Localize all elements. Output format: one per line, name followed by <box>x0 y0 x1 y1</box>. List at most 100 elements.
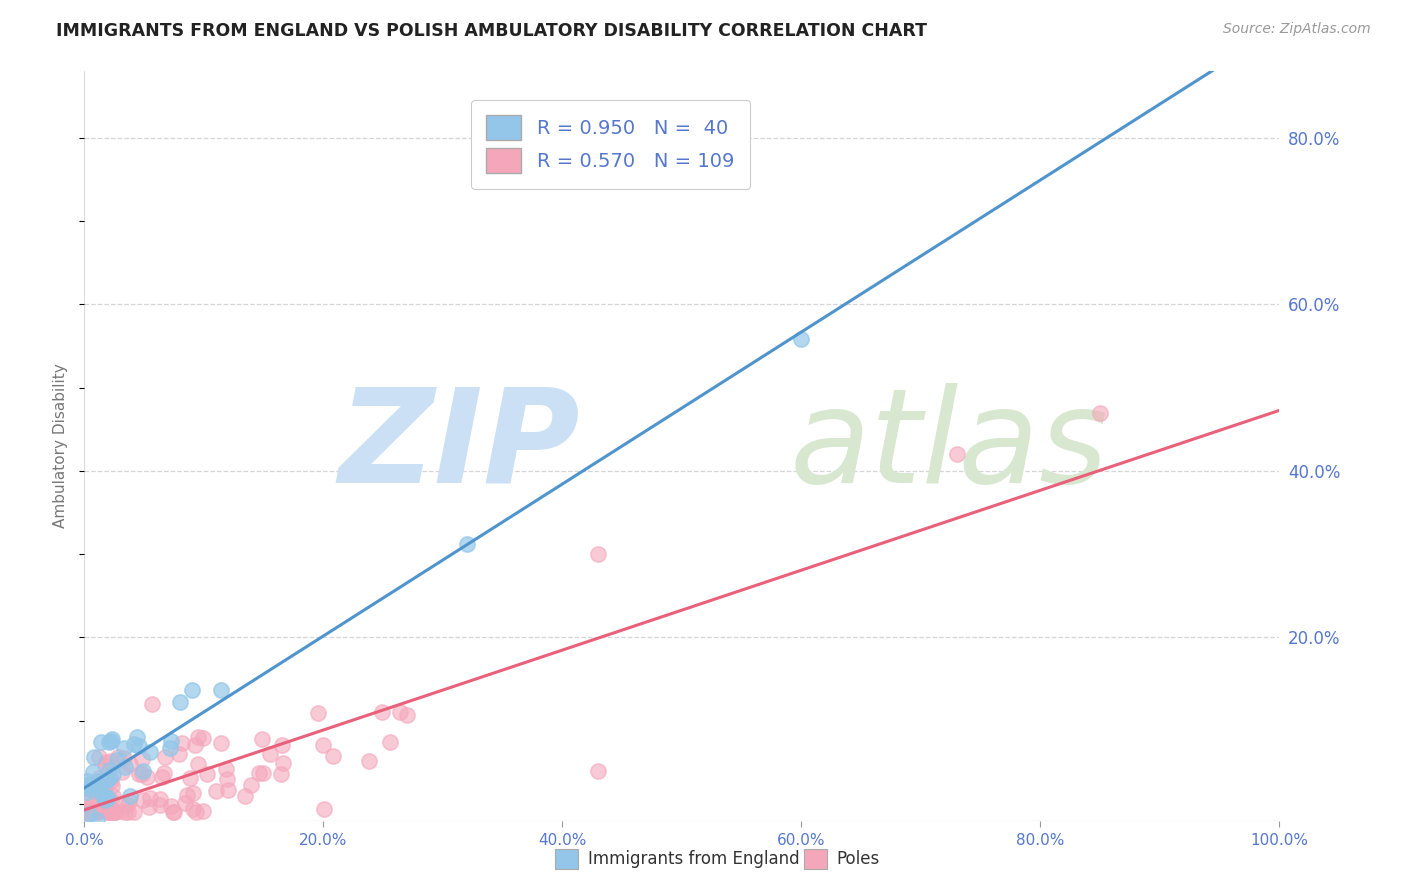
Text: Immigrants from England: Immigrants from England <box>588 850 800 868</box>
Point <box>259 747 281 761</box>
Point <box>153 749 176 764</box>
Point <box>110 804 132 818</box>
Point <box>87 797 110 812</box>
Point <box>138 800 160 814</box>
Point <box>152 765 174 780</box>
Point <box>193 804 215 818</box>
Point <box>101 779 124 793</box>
Point <box>93 758 115 772</box>
Point <box>172 736 194 750</box>
Point <box>97 802 120 816</box>
Point <box>150 770 173 784</box>
Point <box>135 770 157 784</box>
Point <box>94 772 117 786</box>
Point <box>252 766 274 780</box>
Point <box>187 756 209 771</box>
Point <box>128 739 150 753</box>
Point <box>209 683 232 698</box>
Point <box>149 798 172 813</box>
Text: ZIP: ZIP <box>339 383 581 509</box>
Point <box>159 734 181 748</box>
Point <box>233 789 256 803</box>
Point <box>98 771 121 785</box>
Point <box>183 786 205 800</box>
Point <box>101 767 124 781</box>
Point <box>98 755 121 769</box>
Point <box>169 747 191 762</box>
Point <box>100 773 122 788</box>
Point <box>89 803 111 817</box>
Point <box>87 771 110 785</box>
Point <box>86 805 108 820</box>
Point <box>790 332 813 346</box>
Point <box>209 736 232 750</box>
Point <box>86 813 108 827</box>
Point <box>87 774 110 789</box>
Point <box>195 767 218 781</box>
Point <box>97 805 120 820</box>
Point <box>217 783 239 797</box>
Point <box>76 781 98 796</box>
Point <box>84 781 107 796</box>
Point <box>247 766 270 780</box>
Point <box>101 732 124 747</box>
Legend: R = 0.950   N =  40, R = 0.570   N = 109: R = 0.950 N = 40, R = 0.570 N = 109 <box>471 100 749 189</box>
Y-axis label: Ambulatory Disability: Ambulatory Disability <box>53 364 69 528</box>
Point <box>98 763 121 777</box>
Point <box>89 804 111 818</box>
Text: IMMIGRANTS FROM ENGLAND VS POLISH AMBULATORY DISABILITY CORRELATION CHART: IMMIGRANTS FROM ENGLAND VS POLISH AMBULA… <box>56 22 927 40</box>
Point <box>105 754 128 768</box>
Point <box>307 706 329 720</box>
Point <box>87 750 110 764</box>
Point <box>180 683 202 698</box>
Point <box>83 749 105 764</box>
Point <box>271 756 294 771</box>
Point <box>98 805 121 820</box>
Point <box>107 749 129 764</box>
Point <box>75 778 97 792</box>
Point <box>80 801 103 815</box>
Point <box>97 805 120 820</box>
Point <box>104 805 127 820</box>
Point <box>80 797 103 811</box>
Point <box>122 805 145 820</box>
Point <box>139 791 162 805</box>
Point <box>184 805 207 820</box>
Point <box>946 447 969 461</box>
Point <box>97 790 120 805</box>
Point <box>94 789 117 804</box>
Point <box>141 698 163 712</box>
Point <box>271 739 294 753</box>
Point <box>118 756 141 771</box>
Point <box>388 705 411 719</box>
Point <box>215 762 238 776</box>
Point <box>100 793 122 807</box>
Point <box>82 764 104 779</box>
Point <box>371 705 394 719</box>
Point <box>252 732 274 747</box>
Point <box>114 759 136 773</box>
Point <box>97 734 120 748</box>
Point <box>115 798 138 813</box>
Point <box>395 707 418 722</box>
Point <box>314 802 336 816</box>
Point <box>118 794 141 808</box>
Point <box>104 805 127 820</box>
Point <box>132 793 155 807</box>
Point <box>80 783 103 797</box>
Point <box>162 805 184 820</box>
Point <box>588 764 610 778</box>
Point <box>83 805 105 820</box>
Point <box>94 792 117 806</box>
Point <box>176 788 198 802</box>
Point <box>89 776 111 790</box>
Point <box>187 730 209 744</box>
Point <box>73 782 96 797</box>
Point <box>76 785 98 799</box>
Point <box>100 734 122 748</box>
Point <box>75 805 97 820</box>
Point <box>204 783 226 797</box>
Point <box>76 773 98 788</box>
Point <box>96 772 118 787</box>
Point <box>90 778 112 792</box>
